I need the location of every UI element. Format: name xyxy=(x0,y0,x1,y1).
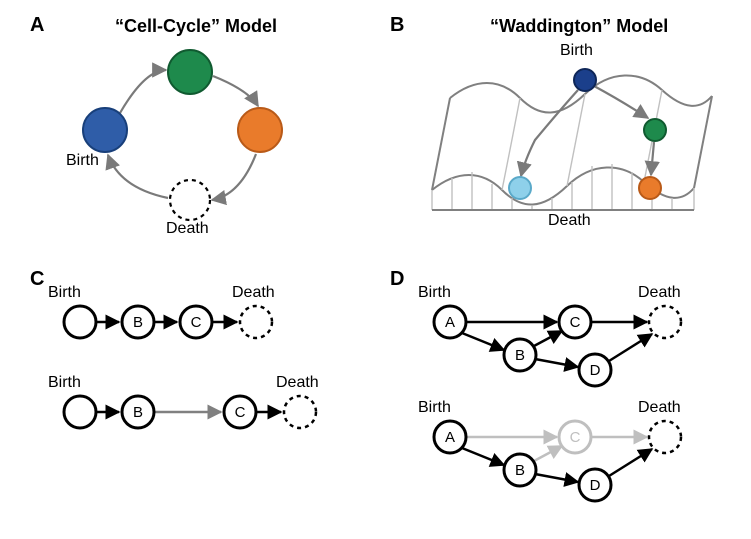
node-b-light xyxy=(509,177,531,199)
svg-text:B: B xyxy=(133,404,143,421)
diagram-svg: B C B C A B C D xyxy=(0,0,751,539)
arrow-green-orange xyxy=(213,76,258,106)
svg-text:B: B xyxy=(133,314,143,331)
svg-text:C: C xyxy=(570,429,581,446)
panel-c-row1: B C xyxy=(64,306,272,338)
node-green xyxy=(168,50,212,94)
arrow-top-light xyxy=(521,90,578,176)
svg-text:C: C xyxy=(570,314,581,331)
node-b-green xyxy=(644,119,666,141)
svg-text:B: B xyxy=(515,347,525,364)
svg-text:C: C xyxy=(191,314,202,331)
svg-text:A: A xyxy=(445,314,455,331)
node-orange xyxy=(238,108,282,152)
svg-text:A: A xyxy=(445,429,455,446)
panel-d-row2: A B C D xyxy=(434,421,681,501)
svg-text:C: C xyxy=(235,404,246,421)
arrow-death-blue xyxy=(108,155,168,198)
node-b-orange xyxy=(639,177,661,199)
svg-text:B: B xyxy=(515,462,525,479)
node-death xyxy=(170,180,210,220)
panel-d: A B C D A B C D xyxy=(434,306,681,501)
svg-text:D: D xyxy=(590,477,601,494)
panel-d-row1: A B C D xyxy=(434,306,681,386)
panel-a-cycle xyxy=(83,50,282,220)
svg-text:D: D xyxy=(590,362,601,379)
arrow-blue-green xyxy=(120,70,166,113)
node-blue xyxy=(83,108,127,152)
node-b-top xyxy=(574,69,596,91)
arrow-top-green xyxy=(594,86,648,118)
arrow-orange-death xyxy=(212,154,256,200)
panel-c-row2: B C xyxy=(64,396,316,428)
panel-b-surface xyxy=(432,69,712,210)
panel-c: B C B C xyxy=(64,306,316,428)
